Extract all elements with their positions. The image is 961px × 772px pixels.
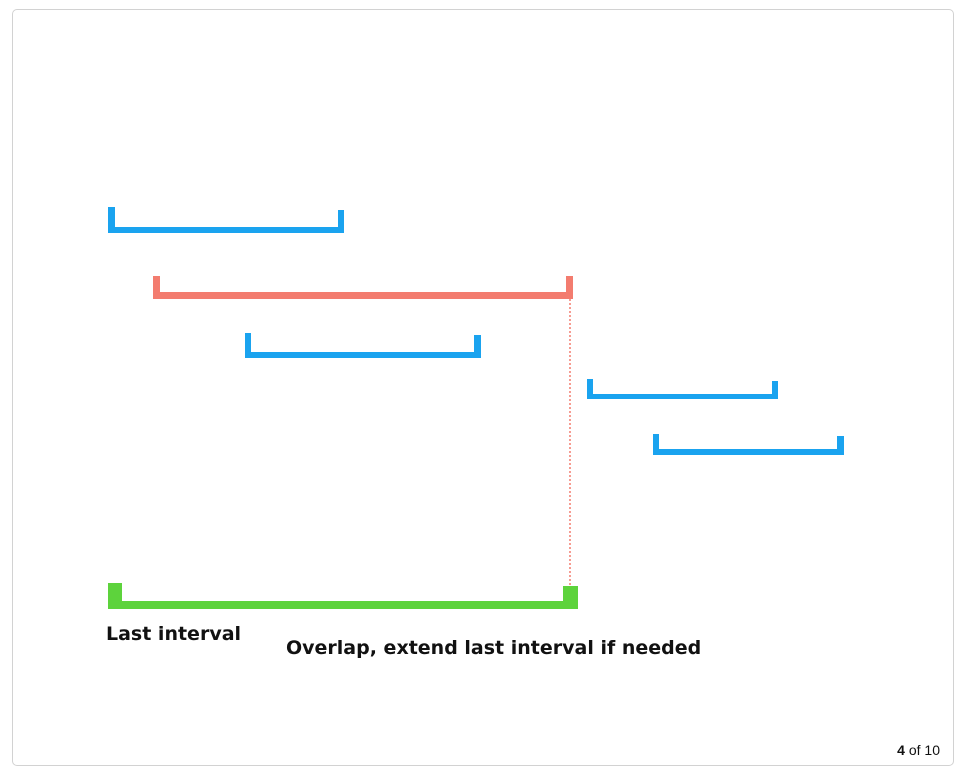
overlap-caption: Overlap, extend last interval if needed: [286, 637, 702, 659]
slide-frame: [12, 9, 954, 766]
current-interval-bracket: [153, 276, 573, 299]
interval-bracket-3: [587, 379, 778, 399]
last-interval-bracket: [108, 583, 578, 609]
page-counter: 4 of 10: [897, 742, 940, 758]
page-total: 10: [924, 742, 940, 758]
interval-bracket-2: [245, 333, 481, 358]
last-interval-label: Last interval: [106, 623, 242, 645]
page-separator: of: [908, 742, 921, 758]
interval-bracket-4: [653, 434, 844, 455]
page-current: 4: [897, 742, 905, 758]
interval-bracket-1: [108, 207, 344, 233]
